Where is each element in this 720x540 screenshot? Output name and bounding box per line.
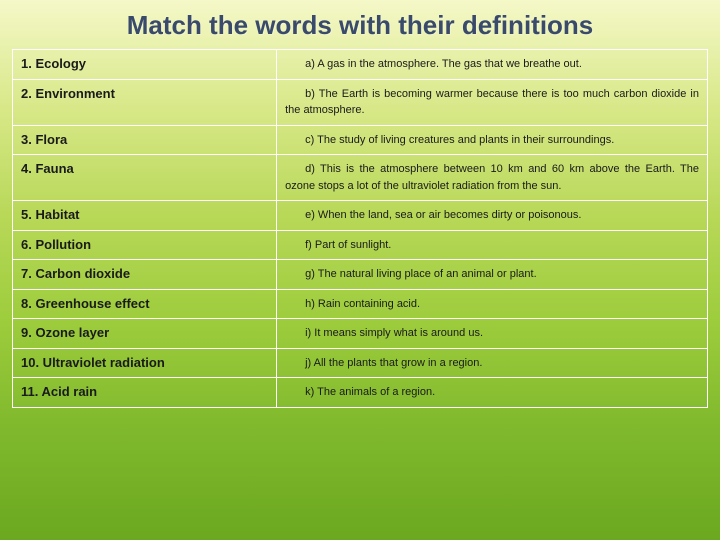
table-row: 9. Ozone layeri) It means simply what is… [13, 319, 708, 349]
term-cell: 8. Greenhouse effect [13, 289, 277, 319]
definition-cell: d) This is the atmosphere between 10 km … [277, 155, 708, 201]
term-cell: 6. Pollution [13, 230, 277, 260]
table-row: 1. Ecologya) A gas in the atmosphere. Th… [13, 50, 708, 80]
definition-cell: i) It means simply what is around us. [277, 319, 708, 349]
definition-cell: f) Part of sunlight. [277, 230, 708, 260]
definition-cell: j) All the plants that grow in a region. [277, 348, 708, 378]
term-cell: 2. Environment [13, 79, 277, 125]
table-row: 5. Habitate) When the land, sea or air b… [13, 201, 708, 231]
definition-cell: b) The Earth is becoming warmer because … [277, 79, 708, 125]
definition-cell: g) The natural living place of an animal… [277, 260, 708, 290]
term-cell: 1. Ecology [13, 50, 277, 80]
table-row: 10. Ultraviolet radiationj) All the plan… [13, 348, 708, 378]
term-cell: 5. Habitat [13, 201, 277, 231]
definition-cell: h) Rain containing acid. [277, 289, 708, 319]
term-cell: 9. Ozone layer [13, 319, 277, 349]
term-cell: 3. Flora [13, 125, 277, 155]
term-cell: 11. Acid rain [13, 378, 277, 408]
table-row: 2. Environmentb) The Earth is becoming w… [13, 79, 708, 125]
definition-cell: a) A gas in the atmosphere. The gas that… [277, 50, 708, 80]
term-cell: 4. Fauna [13, 155, 277, 201]
definition-cell: k) The animals of a region. [277, 378, 708, 408]
table-row: 11. Acid raink) The animals of a region. [13, 378, 708, 408]
page-title: Match the words with their definitions [0, 0, 720, 49]
definition-cell: c) The study of living creatures and pla… [277, 125, 708, 155]
table-row: 7. Carbon dioxideg) The natural living p… [13, 260, 708, 290]
table-row: 4. Faunad) This is the atmosphere betwee… [13, 155, 708, 201]
table-row: 8. Greenhouse effecth) Rain containing a… [13, 289, 708, 319]
definition-cell: e) When the land, sea or air becomes dir… [277, 201, 708, 231]
term-cell: 10. Ultraviolet radiation [13, 348, 277, 378]
match-table: 1. Ecologya) A gas in the atmosphere. Th… [12, 49, 708, 408]
table-row: 3. Florac) The study of living creatures… [13, 125, 708, 155]
table-row: 6. Pollutionf) Part of sunlight. [13, 230, 708, 260]
term-cell: 7. Carbon dioxide [13, 260, 277, 290]
